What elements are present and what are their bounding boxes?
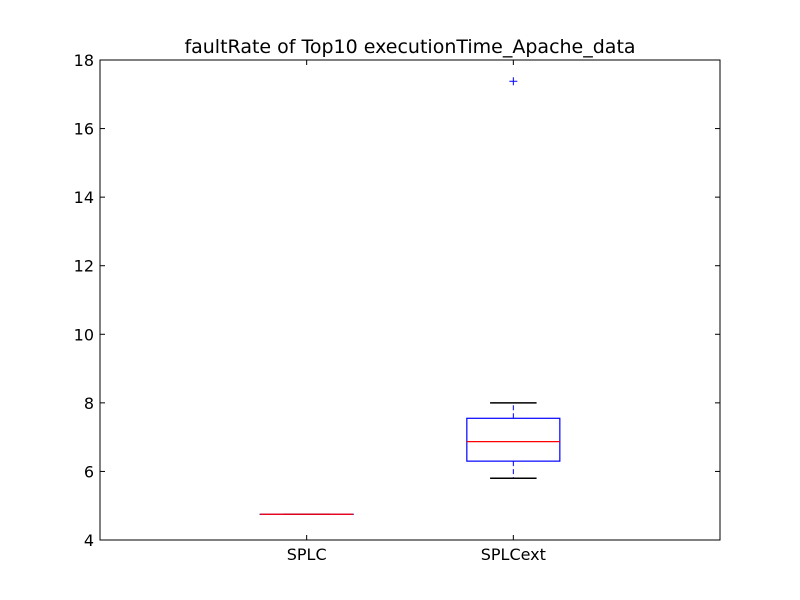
- plot-area: [100, 60, 720, 540]
- y-tick-label: 8: [84, 394, 94, 413]
- y-tick-label: 16: [74, 120, 94, 139]
- plot-frame: [99, 59, 721, 541]
- y-tick-label: 10: [74, 325, 94, 344]
- boxes-group: [259, 77, 561, 516]
- outlier-point: [509, 77, 518, 86]
- box-splcext: [466, 77, 561, 480]
- y-tick-label: 6: [84, 462, 94, 481]
- chart-title: faultRate of Top10 executionTime_Apache_…: [184, 36, 635, 58]
- y-tick-label: 4: [84, 531, 94, 550]
- x-axis: SPLC SPLCext: [287, 60, 546, 564]
- box-body: [466, 417, 561, 462]
- x-tick-label: SPLC: [287, 545, 327, 564]
- y-tick-label: 18: [74, 51, 94, 70]
- y-tick-label: 12: [74, 257, 94, 276]
- x-tick-label: SPLCext: [481, 545, 546, 564]
- y-tick-label: 14: [74, 188, 94, 207]
